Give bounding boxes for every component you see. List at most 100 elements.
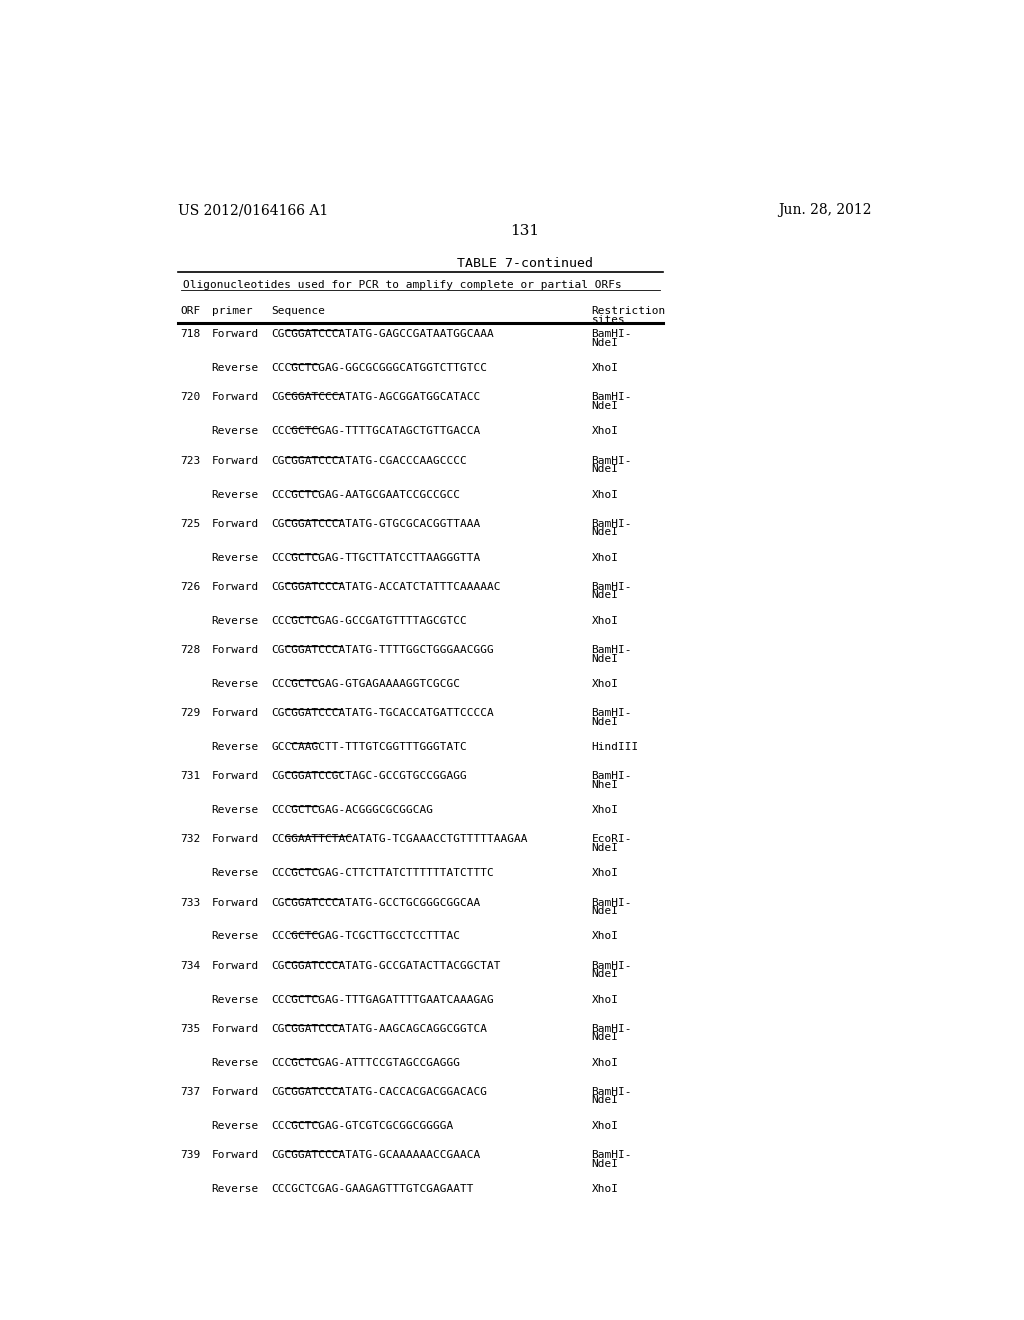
- Text: NdeI: NdeI: [592, 465, 618, 474]
- Text: BamHI-: BamHI-: [592, 455, 632, 466]
- Text: NdeI: NdeI: [592, 969, 618, 979]
- Text: NdeI: NdeI: [592, 1159, 618, 1168]
- Text: 728: 728: [180, 645, 201, 655]
- Text: CCGGAATTCTACATATG-TCGAAACCTGTTTTTAAGAA: CCGGAATTCTACATATG-TCGAAACCTGTTTTTAAGAA: [271, 834, 528, 845]
- Text: XhoI: XhoI: [592, 805, 618, 816]
- Text: CCCGCTCGAG-AATGCGAATCCGCCGCC: CCCGCTCGAG-AATGCGAATCCGCCGCC: [271, 490, 461, 499]
- Text: CGCGGATCCGCTAGC-GCCGTGCCGGAGG: CGCGGATCCGCTAGC-GCCGTGCCGGAGG: [271, 771, 467, 781]
- Text: CCCGCTCGAG-GTGAGAAAAGGTCGCGC: CCCGCTCGAG-GTGAGAAAAGGTCGCGC: [271, 678, 461, 689]
- Text: Reverse: Reverse: [212, 932, 259, 941]
- Text: Sequence: Sequence: [271, 306, 326, 317]
- Text: Forward: Forward: [212, 708, 259, 718]
- Text: CGCGGATCCCATATG-ACCATCTATTTCAAAAAC: CGCGGATCCCATATG-ACCATCTATTTCAAAAAC: [271, 582, 501, 591]
- Text: Forward: Forward: [212, 330, 259, 339]
- Text: Forward: Forward: [212, 392, 259, 403]
- Text: BamHI-: BamHI-: [592, 961, 632, 970]
- Text: Forward: Forward: [212, 519, 259, 529]
- Text: Forward: Forward: [212, 455, 259, 466]
- Text: NdeI: NdeI: [592, 1032, 618, 1043]
- Text: 725: 725: [180, 519, 201, 529]
- Text: EcoRI-: EcoRI-: [592, 834, 632, 845]
- Text: CCCGCTCGAG-TTTGAGATTTTGAATCAAAGAG: CCCGCTCGAG-TTTGAGATTTTGAATCAAAGAG: [271, 995, 495, 1005]
- Text: Forward: Forward: [212, 898, 259, 908]
- Text: Reverse: Reverse: [212, 869, 259, 878]
- Text: 729: 729: [180, 708, 201, 718]
- Text: XhoI: XhoI: [592, 490, 618, 499]
- Text: Restriction: Restriction: [592, 306, 666, 317]
- Text: BamHI-: BamHI-: [592, 1024, 632, 1034]
- Text: Oligonucleotides used for PCR to amplify complete or partial ORFs: Oligonucleotides used for PCR to amplify…: [183, 280, 622, 290]
- Text: 732: 732: [180, 834, 201, 845]
- Text: CGCGGATCCCATATG-AAGCAGCAGGCGGTCA: CGCGGATCCCATATG-AAGCAGCAGGCGGTCA: [271, 1024, 487, 1034]
- Text: Reverse: Reverse: [212, 426, 259, 437]
- Text: XhoI: XhoI: [592, 363, 618, 374]
- Text: Forward: Forward: [212, 961, 259, 970]
- Text: NheI: NheI: [592, 780, 618, 789]
- Text: 734: 734: [180, 961, 201, 970]
- Text: XhoI: XhoI: [592, 1121, 618, 1131]
- Text: NdeI: NdeI: [592, 906, 618, 916]
- Text: 131: 131: [510, 224, 540, 238]
- Text: CGCGGATCCCATATG-TGCACCATGATTCCCCA: CGCGGATCCCATATG-TGCACCATGATTCCCCA: [271, 708, 495, 718]
- Text: XhoI: XhoI: [592, 1184, 618, 1195]
- Text: XhoI: XhoI: [592, 553, 618, 562]
- Text: XhoI: XhoI: [592, 615, 618, 626]
- Text: CCCGCTCGAG-GCCGATGTTTTAGCGTCC: CCCGCTCGAG-GCCGATGTTTTAGCGTCC: [271, 615, 467, 626]
- Text: CGCGGATCCCATATG-GTGCGCACGGTTAAA: CGCGGATCCCATATG-GTGCGCACGGTTAAA: [271, 519, 480, 529]
- Text: Reverse: Reverse: [212, 490, 259, 499]
- Text: CCCGCTCGAG-ATTTCCGTAGCCGAGGG: CCCGCTCGAG-ATTTCCGTAGCCGAGGG: [271, 1057, 461, 1068]
- Text: CCCGCTCGAG-GAAGAGTTTGTCGAGAATT: CCCGCTCGAG-GAAGAGTTTGTCGAGAATT: [271, 1184, 474, 1195]
- Text: HindIII: HindIII: [592, 742, 639, 752]
- Text: BamHI-: BamHI-: [592, 898, 632, 908]
- Text: Forward: Forward: [212, 645, 259, 655]
- Text: 718: 718: [180, 330, 201, 339]
- Text: Forward: Forward: [212, 834, 259, 845]
- Text: XhoI: XhoI: [592, 1057, 618, 1068]
- Text: CGCGGATCCCATATG-GAGCCGATAATGGCAAA: CGCGGATCCCATATG-GAGCCGATAATGGCAAA: [271, 330, 495, 339]
- Text: Reverse: Reverse: [212, 553, 259, 562]
- Text: BamHI-: BamHI-: [592, 392, 632, 403]
- Text: Reverse: Reverse: [212, 678, 259, 689]
- Text: NdeI: NdeI: [592, 527, 618, 537]
- Text: BamHI-: BamHI-: [592, 771, 632, 781]
- Text: XhoI: XhoI: [592, 426, 618, 437]
- Text: NdeI: NdeI: [592, 401, 618, 411]
- Text: CGCGGATCCCATATG-CACCACGACGGACACG: CGCGGATCCCATATG-CACCACGACGGACACG: [271, 1088, 487, 1097]
- Text: NdeI: NdeI: [592, 338, 618, 347]
- Text: XhoI: XhoI: [592, 678, 618, 689]
- Text: Reverse: Reverse: [212, 363, 259, 374]
- Text: XhoI: XhoI: [592, 995, 618, 1005]
- Text: Reverse: Reverse: [212, 805, 259, 816]
- Text: 733: 733: [180, 898, 201, 908]
- Text: CGCGGATCCCATATG-GCCGATACTTACGGCTAT: CGCGGATCCCATATG-GCCGATACTTACGGCTAT: [271, 961, 501, 970]
- Text: CGCGGATCCCATATG-GCCTGCGGGCGGCAA: CGCGGATCCCATATG-GCCTGCGGGCGGCAA: [271, 898, 480, 908]
- Text: 731: 731: [180, 771, 201, 781]
- Text: NdeI: NdeI: [592, 843, 618, 853]
- Text: primer: primer: [212, 306, 252, 317]
- Text: NdeI: NdeI: [592, 590, 618, 601]
- Text: Forward: Forward: [212, 582, 259, 591]
- Text: Reverse: Reverse: [212, 1184, 259, 1195]
- Text: CCCGCTCGAG-GGCGCGGGCATGGTCTTGTCC: CCCGCTCGAG-GGCGCGGGCATGGTCTTGTCC: [271, 363, 487, 374]
- Text: XhoI: XhoI: [592, 932, 618, 941]
- Text: NdeI: NdeI: [592, 717, 618, 726]
- Text: NdeI: NdeI: [592, 653, 618, 664]
- Text: BamHI-: BamHI-: [592, 582, 632, 591]
- Text: 737: 737: [180, 1088, 201, 1097]
- Text: XhoI: XhoI: [592, 869, 618, 878]
- Text: Jun. 28, 2012: Jun. 28, 2012: [778, 203, 872, 216]
- Text: CGCGGATCCCATATG-TTTTGGCTGGGAACGGG: CGCGGATCCCATATG-TTTTGGCTGGGAACGGG: [271, 645, 495, 655]
- Text: BamHI-: BamHI-: [592, 330, 632, 339]
- Text: 726: 726: [180, 582, 201, 591]
- Text: Forward: Forward: [212, 771, 259, 781]
- Text: CGCGGATCCCATATG-GCAAAAAACCGAACA: CGCGGATCCCATATG-GCAAAAAACCGAACA: [271, 1150, 480, 1160]
- Text: 720: 720: [180, 392, 201, 403]
- Text: US 2012/0164166 A1: US 2012/0164166 A1: [178, 203, 329, 216]
- Text: sites: sites: [592, 314, 626, 325]
- Text: GCCCAAGCTT-TTTGTCGGTTTGGGTATC: GCCCAAGCTT-TTTGTCGGTTTGGGTATC: [271, 742, 467, 752]
- Text: BamHI-: BamHI-: [592, 708, 632, 718]
- Text: CCCGCTCGAG-ACGGGCGCGGCAG: CCCGCTCGAG-ACGGGCGCGGCAG: [271, 805, 433, 816]
- Text: CCCGCTCGAG-TCGCTTGCCTCCTTTAC: CCCGCTCGAG-TCGCTTGCCTCCTTTAC: [271, 932, 461, 941]
- Text: Forward: Forward: [212, 1150, 259, 1160]
- Text: CGCGGATCCCATATG-CGACCCAAGCCCC: CGCGGATCCCATATG-CGACCCAAGCCCC: [271, 455, 467, 466]
